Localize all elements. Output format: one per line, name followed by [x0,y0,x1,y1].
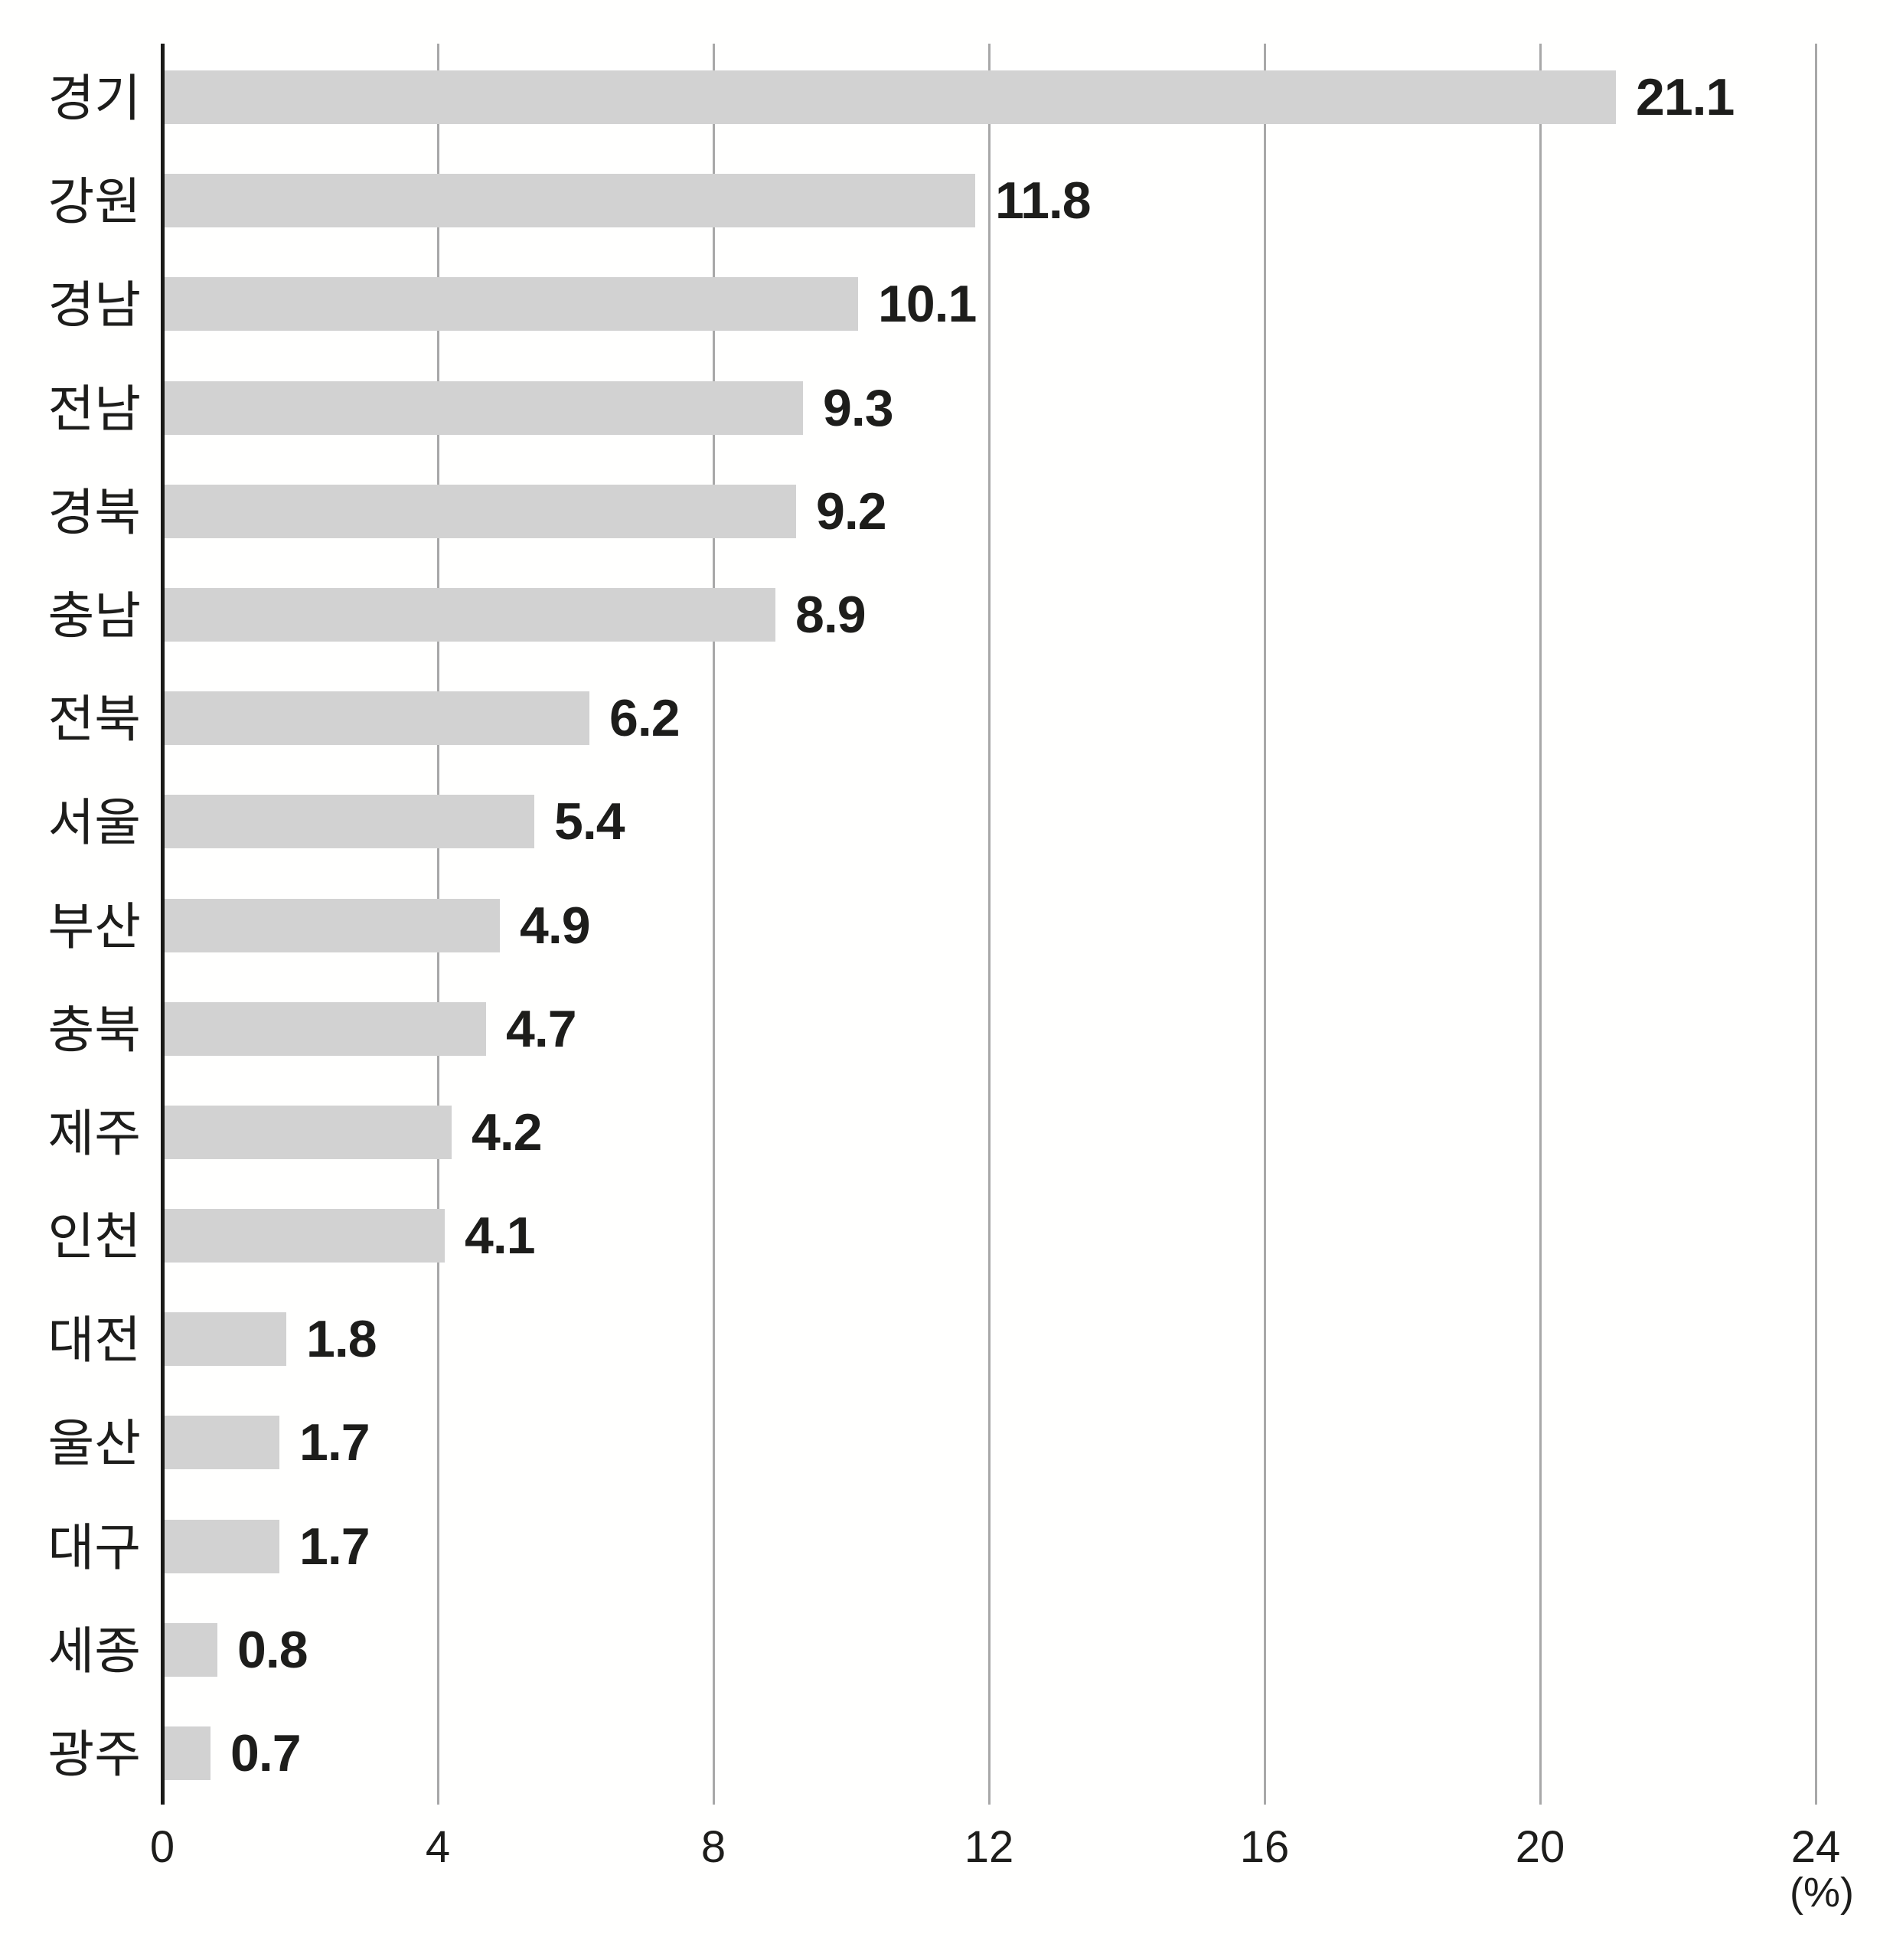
value-label: 1.8 [306,1310,377,1368]
value-label: 4.1 [465,1207,536,1265]
bar [164,1520,279,1573]
bar [164,381,803,435]
value-label: 21.1 [1636,68,1735,126]
category-label: 경남 [47,276,141,333]
bar [164,899,500,952]
axis-unit-label: (%) [1790,1870,1854,1916]
x-tick-label: 4 [425,1822,451,1872]
category-label: 부산 [47,898,141,955]
value-label: 10.1 [878,275,977,333]
gridline-x-20 [1539,44,1542,1805]
y-axis-line [161,44,165,1805]
gridline-x-24 [1815,44,1817,1805]
value-label: 6.2 [609,689,681,747]
bar [164,691,589,745]
value-label: 5.4 [554,792,625,851]
bar [164,1002,486,1056]
x-tick-label: 24 [1790,1822,1841,1872]
value-label: 4.7 [506,1000,577,1058]
x-tick-label: 8 [700,1822,726,1872]
category-label: 경기 [47,70,141,126]
x-tick-label: 20 [1515,1822,1565,1872]
category-label: 세종 [47,1622,141,1679]
bar [164,1416,279,1469]
bar [164,588,775,642]
value-label: 1.7 [299,1517,370,1576]
x-tick-label: 12 [964,1822,1014,1872]
value-label: 0.7 [230,1724,302,1782]
bar [164,277,858,331]
category-label: 울산 [47,1415,141,1472]
gridline-x-8 [713,44,715,1805]
bar [164,795,534,848]
category-label: 경북 [47,484,141,541]
bar [164,1726,211,1780]
bar [164,1623,217,1677]
value-label: 11.8 [995,172,1092,230]
value-label: 9.2 [816,482,887,541]
value-label: 0.8 [237,1621,308,1679]
category-label: 인천 [47,1208,141,1265]
bar [164,1209,445,1263]
x-tick-label: 0 [149,1822,175,1872]
category-label: 충남 [47,587,141,644]
category-label: 광주 [47,1726,141,1782]
value-label: 1.7 [299,1413,370,1472]
bar [164,70,1616,124]
category-label: 전북 [47,691,141,747]
value-label: 4.9 [520,897,591,955]
x-tick-label: 16 [1239,1822,1290,1872]
category-label: 충북 [47,1001,141,1058]
bar [164,1312,286,1366]
bar [164,485,796,538]
value-label: 8.9 [795,586,867,644]
gridline-x-12 [988,44,991,1805]
value-label: 4.2 [472,1103,543,1161]
category-label: 제주 [47,1105,141,1161]
category-label: 대전 [47,1312,141,1368]
category-label: 강원 [47,173,141,230]
gridline-x-16 [1264,44,1266,1805]
value-label: 9.3 [823,379,894,437]
category-label: 전남 [47,381,141,437]
bar [164,1106,452,1159]
bar [164,174,975,227]
category-label: 서울 [47,794,141,851]
category-label: 대구 [47,1519,141,1576]
